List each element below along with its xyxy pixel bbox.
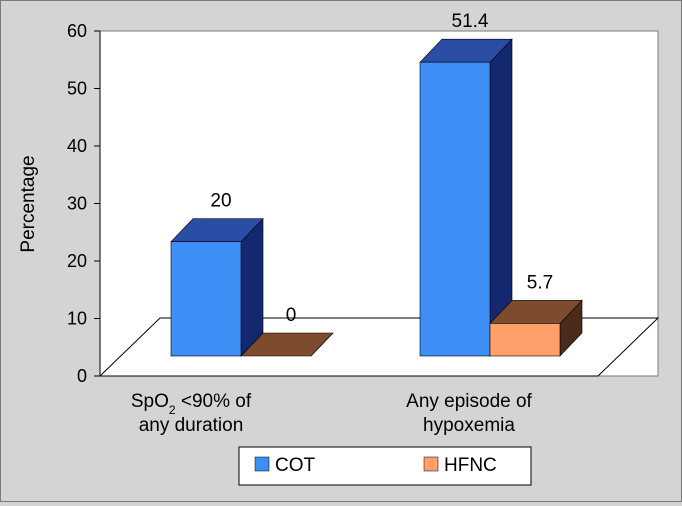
bars-group [170, 38, 583, 357]
bar-front-hfnc-1 [489, 323, 561, 357]
bar-side-cot-0 [240, 217, 264, 357]
category-label-spo2-part1: SpO [131, 391, 169, 412]
y-tick-label-10: 10 [67, 309, 87, 329]
y-tick-label-20: 20 [67, 251, 87, 271]
data-labels: 20 51.4 0 5.7 [210, 11, 553, 326]
category-label-hypoxemia-line1: Any episode of [406, 391, 532, 412]
legend-box [238, 446, 532, 486]
y-tick-label-40: 40 [67, 136, 87, 156]
y-tick-label-0: 0 [77, 366, 87, 386]
legend-swatch-cot [254, 456, 270, 472]
category-label-spo2-part2: <90% of [176, 391, 252, 412]
data-label-hfnc-0: 0 [286, 305, 297, 326]
y-tick-label-60: 60 [67, 21, 87, 41]
category-label-spo2: SpO2 <90% of [131, 391, 252, 417]
bar-top-hfnc-0 [240, 332, 334, 357]
data-label-cot-1: 51.4 [452, 11, 489, 32]
y-tick-label-50: 50 [67, 79, 87, 99]
category-label-spo2-subscript: 2 [169, 403, 176, 417]
legend-label-hfnc: HFNC [444, 455, 497, 476]
bar-front-cot-1 [419, 61, 491, 357]
category-label-spo2-line2: any duration [139, 415, 244, 436]
y-axis-ticks: 0 10 20 30 40 50 60 [67, 21, 100, 386]
y-axis-label: Percentage [18, 155, 39, 252]
legend: COT HFNC [238, 446, 532, 486]
data-label-cot-0: 20 [210, 191, 231, 212]
legend-swatch-hfnc [423, 456, 439, 472]
legend-label-cot: COT [275, 455, 316, 476]
category-label-hypoxemia-line2: hypoxemia [423, 415, 515, 436]
y-tick-label-30: 30 [67, 194, 87, 214]
data-label-hfnc-1: 5.7 [527, 272, 553, 293]
bar-front-cot-0 [170, 241, 242, 357]
